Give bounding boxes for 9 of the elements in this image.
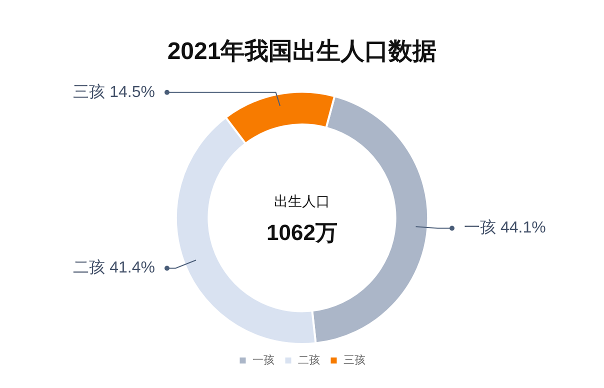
chart-title: 2021年我国出生人口数据	[167, 38, 437, 66]
legend-label: 三孩	[343, 354, 366, 367]
legend-label: 一孩	[252, 354, 274, 367]
text: 出生人口	[274, 192, 330, 209]
category-label: 二孩 41.4%	[73, 260, 155, 277]
text: 1062万	[266, 220, 338, 245]
category-label: 一孩 44.1%	[464, 220, 546, 237]
legend-label: 二孩	[298, 354, 320, 367]
category-label: 三孩 14.5%	[73, 84, 155, 101]
